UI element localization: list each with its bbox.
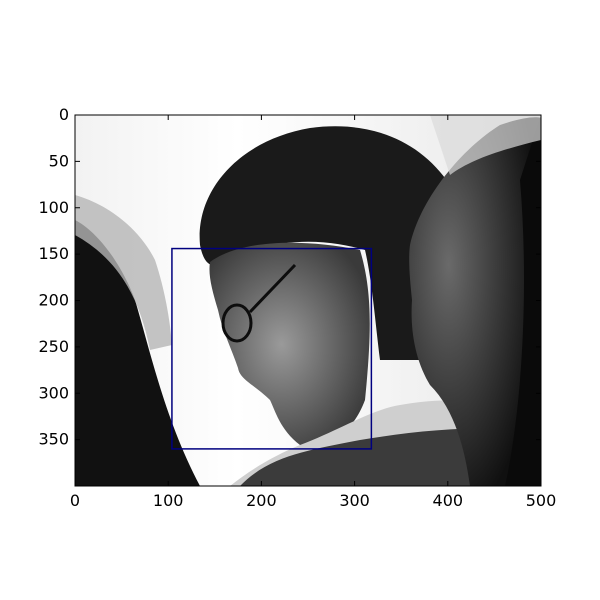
x-axis-ticks: 0 100 200 300 400 500: [70, 115, 556, 510]
x-tick-label: 200: [246, 491, 277, 510]
x-tick-label: 400: [433, 491, 464, 510]
y-tick-label: 350: [38, 430, 69, 449]
photo: [75, 115, 541, 486]
bounding-box: [171, 247, 373, 450]
x-tick-label: 0: [70, 491, 80, 510]
x-tick-label: 100: [153, 491, 184, 510]
y-tick-label: 250: [38, 337, 69, 356]
x-tick-label: 300: [339, 491, 370, 510]
y-axis-ticks: 0 50 100 150 200 250 300 350: [38, 105, 541, 449]
y-tick-label: 200: [38, 291, 69, 310]
x-tick-label: 500: [526, 491, 557, 510]
y-tick-label: 50: [49, 151, 69, 170]
y-tick-label: 0: [59, 105, 69, 124]
y-tick-label: 300: [38, 383, 69, 402]
y-tick-label: 150: [38, 244, 69, 263]
y-tick-label: 100: [38, 198, 69, 217]
